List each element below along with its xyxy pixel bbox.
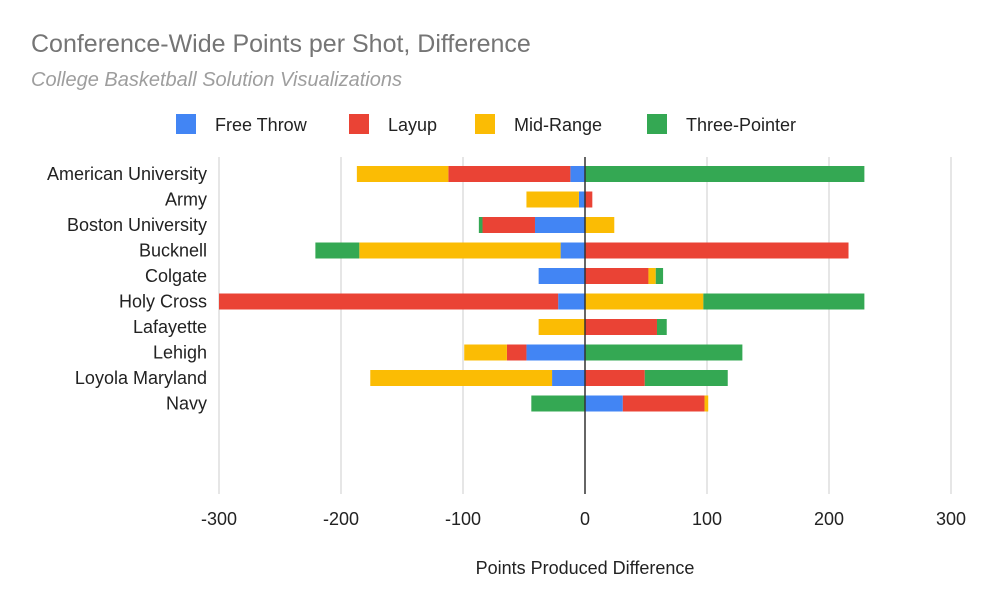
bar-navy-three-pointer — [531, 395, 585, 412]
x-tick-label-0: 0 — [580, 509, 590, 529]
chart-subtitle: College Basketball Solution Visualizatio… — [31, 69, 402, 91]
category-label-boston-university: Boston University — [67, 215, 207, 235]
bar-navy-mid-range — [704, 395, 709, 412]
bar-colgate-mid-range — [648, 268, 656, 284]
bar-navy-free-throw — [585, 395, 623, 412]
bar-holy-cross-free-throw — [558, 293, 585, 310]
bars — [219, 166, 865, 412]
bar-bucknell-three-pointer — [315, 242, 360, 259]
category-label-holy-cross: Holy Cross — [119, 292, 207, 312]
bar-lehigh-layup — [506, 344, 527, 361]
bar-loyola-maryland-free-throw — [552, 370, 585, 386]
bar-colgate-three-pointer — [655, 268, 664, 284]
legend-swatch-three-pointer — [647, 114, 667, 134]
category-labels: American University Army Boston University… — [47, 164, 207, 414]
legend-label-layup: Layup — [388, 115, 437, 135]
bar-loyola-maryland-layup — [585, 370, 645, 386]
category-label-american-university: American University — [47, 164, 207, 184]
bar-army-mid-range — [526, 191, 579, 208]
x-axis-title: Points Produced Difference — [476, 558, 695, 578]
bar-bucknell-mid-range — [359, 242, 561, 259]
bar-holy-cross-three-pointer — [703, 293, 865, 310]
legend-label-three-pointer: Three-Pointer — [686, 115, 796, 135]
legend: Free Throw Layup Mid-Range Three-Pointer — [176, 114, 796, 135]
x-tick-label-minus-200: -200 — [323, 509, 359, 529]
x-tick-labels: -300 -200 -100 0 100 200 300 — [201, 509, 966, 529]
gridlines — [218, 157, 952, 494]
category-label-army: Army — [165, 190, 207, 210]
x-tick-label-200: 200 — [814, 509, 844, 529]
bar-boston-university-mid-range — [585, 217, 615, 233]
bar-colgate-layup — [585, 268, 649, 284]
legend-swatch-free-throw — [176, 114, 196, 134]
bar-loyola-maryland-three-pointer — [644, 370, 728, 386]
category-label-loyola-maryland: Loyola Maryland — [75, 368, 207, 388]
legend-label-free-throw: Free Throw — [215, 115, 308, 135]
legend-label-mid-range: Mid-Range — [514, 115, 602, 135]
x-tick-label-minus-300: -300 — [201, 509, 237, 529]
chart-title: Conference-Wide Points per Shot, Differe… — [31, 30, 531, 58]
bar-army-free-throw — [578, 191, 585, 208]
bar-american-university-three-pointer — [585, 166, 865, 182]
bar-american-university-mid-range — [356, 166, 449, 182]
bar-american-university-free-throw — [570, 166, 585, 182]
bar-navy-layup — [622, 395, 705, 412]
bar-lafayette-layup — [585, 319, 657, 335]
x-tick-label-100: 100 — [692, 509, 722, 529]
bar-lafayette-mid-range — [538, 319, 585, 335]
category-label-colgate: Colgate — [145, 266, 207, 286]
bar-bucknell-layup — [585, 242, 849, 259]
category-label-navy: Navy — [166, 394, 207, 414]
x-tick-label-300: 300 — [936, 509, 966, 529]
bar-army-layup — [585, 191, 593, 208]
legend-swatch-layup — [349, 114, 369, 134]
bar-lehigh-mid-range — [464, 344, 507, 361]
bar-american-university-layup — [448, 166, 571, 182]
category-label-lafayette: Lafayette — [133, 317, 207, 337]
bar-holy-cross-layup — [219, 293, 559, 310]
category-label-bucknell: Bucknell — [139, 241, 207, 261]
bar-lafayette-three-pointer — [656, 319, 667, 335]
bar-boston-university-free-throw — [534, 217, 585, 233]
bar-boston-university-three-pointer — [478, 217, 483, 233]
x-tick-label-minus-100: -100 — [445, 509, 481, 529]
bar-holy-cross-mid-range — [585, 293, 704, 310]
category-label-lehigh: Lehigh — [153, 343, 207, 363]
bar-boston-university-layup — [482, 217, 535, 233]
legend-swatch-mid-range — [475, 114, 495, 134]
bar-lehigh-three-pointer — [585, 344, 743, 361]
bar-colgate-free-throw — [538, 268, 585, 284]
bar-bucknell-free-throw — [560, 242, 585, 259]
bar-lehigh-free-throw — [526, 344, 585, 361]
bar-loyola-maryland-mid-range — [370, 370, 553, 386]
